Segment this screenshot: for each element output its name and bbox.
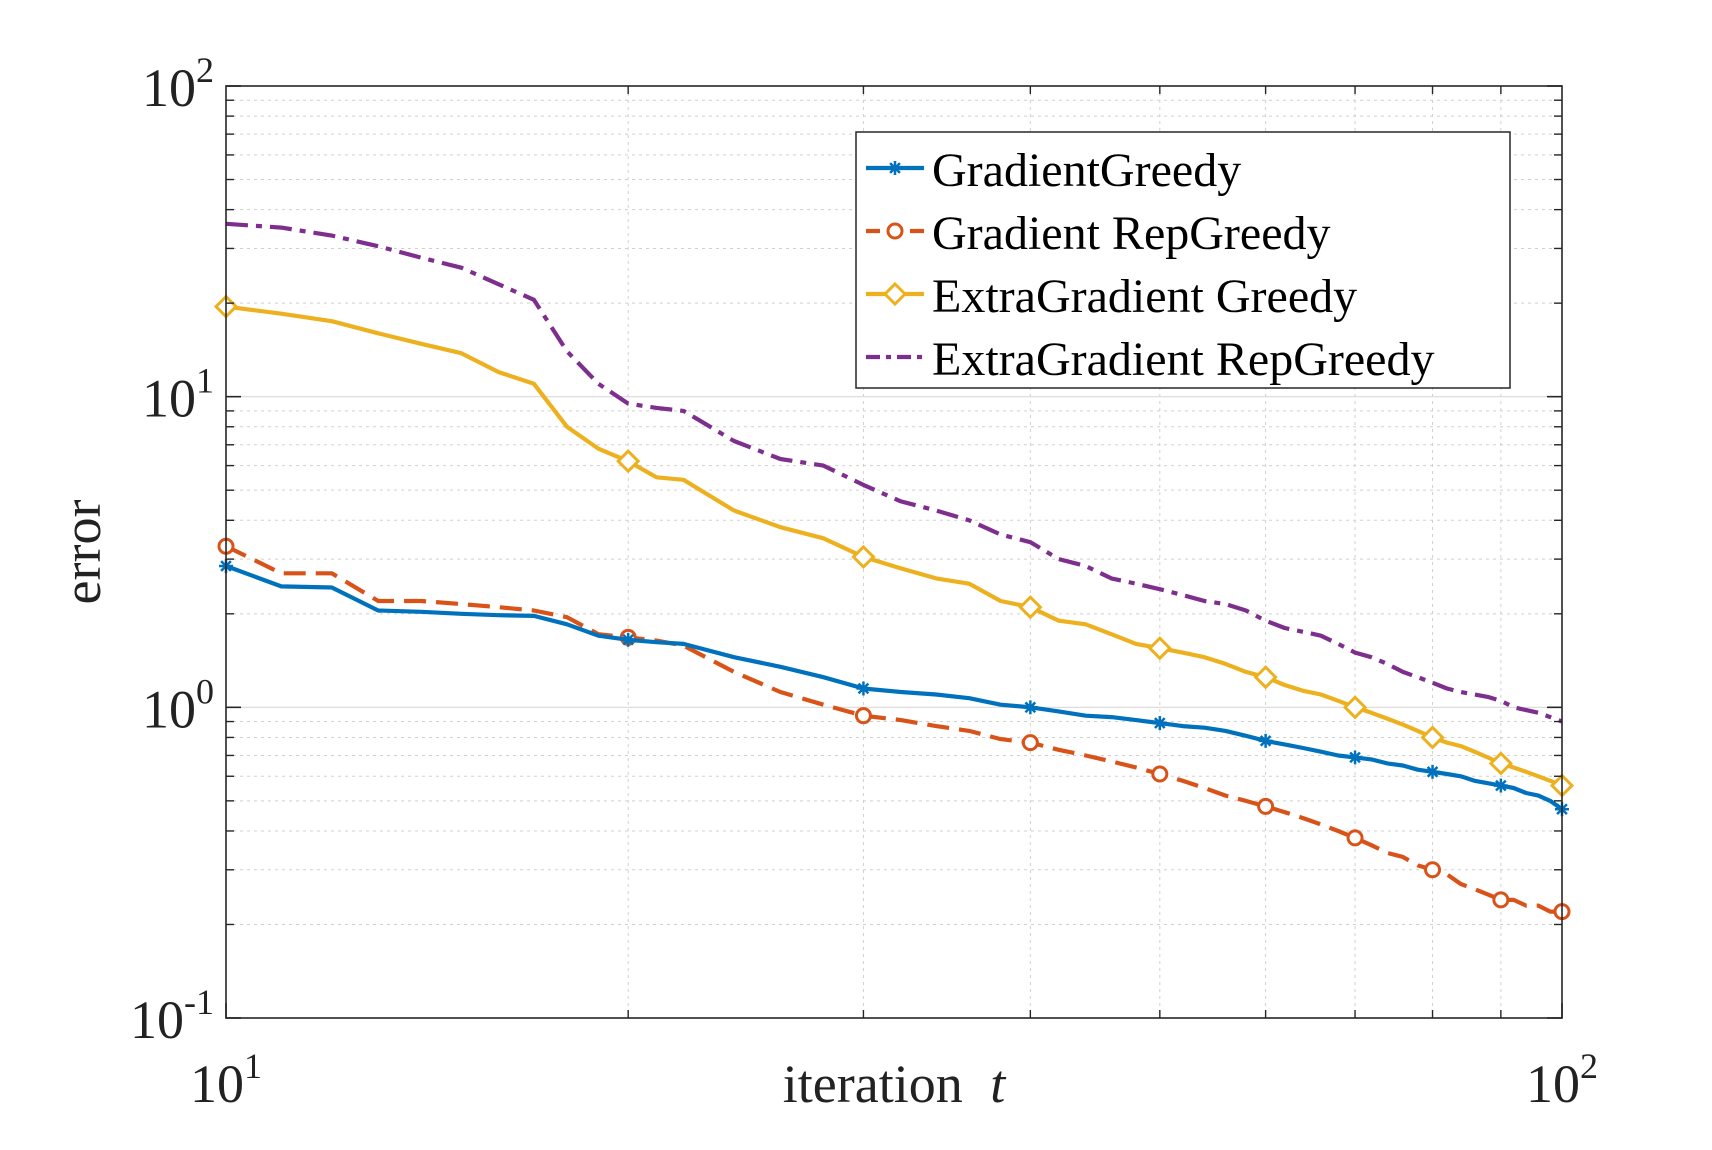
y-tick-label-exponent: 2: [196, 50, 214, 90]
data-point-extragradient-greedy: [1342, 695, 1368, 720]
y-tick-label-exponent: 1: [196, 361, 214, 401]
x-tick-label-base: 10: [190, 1054, 244, 1114]
y-tick-label: 101: [142, 361, 214, 429]
data-point-gradient-repgreedy: [1021, 734, 1039, 752]
data-point-gradient-repgreedy: [1257, 797, 1275, 815]
data-point-extragradient-greedy: [1420, 725, 1445, 750]
data-point-gradientgreedy: [621, 632, 636, 647]
legend-label-gradientgreedy: GradientGreedy: [932, 144, 1241, 197]
legend-entry-extragradient-repgreedy: ExtraGradient RepGreedy: [866, 333, 1434, 386]
data-point-gradientgreedy-stroke: [1349, 751, 1361, 764]
series-gradient-repgreedy: [217, 537, 1571, 921]
y-tick-label-exponent: -1: [184, 982, 214, 1022]
series-extragradient-repgreedy: [225, 221, 1563, 724]
series-line-gradientgreedy: [225, 564, 1564, 811]
data-point-gradient-repgreedy: [1346, 829, 1364, 847]
data-point-gradient-repgreedy: [1492, 891, 1510, 909]
x-axis-title-text: iteration: [783, 1054, 963, 1114]
data-point-gradientgreedy: [1425, 764, 1440, 779]
data-point-gradientgreedy: [1023, 700, 1038, 715]
legend-marker-gradient-repgreedy: [886, 222, 904, 240]
series-line-extragradient-repgreedy: [225, 221, 1563, 724]
legend-marker-gradientgreedy: [888, 161, 902, 175]
x-tick-label: 102: [1526, 1046, 1598, 1114]
axis-ticks: [225, 85, 1563, 1019]
y-tick-label: 102: [142, 50, 214, 118]
x-tick-label-base: 10: [1526, 1054, 1580, 1114]
data-point-gradientgreedy-stroke: [857, 682, 870, 695]
major-grid: [226, 396, 1562, 708]
data-point-gradientgreedy-stroke: [1495, 779, 1507, 792]
data-point-extragradient-greedy: [851, 544, 876, 569]
y-tick-label: 100: [142, 671, 214, 739]
data-point-extragradient-greedy: [1253, 665, 1278, 690]
legend-label-extragradient-repgreedy: ExtraGradient RepGreedy: [932, 333, 1434, 386]
y-tick-label-base: 10: [142, 58, 196, 118]
data-point-gradient-repgreedy: [854, 707, 872, 725]
legend-marker-extragradient-greedy: [882, 281, 908, 307]
legend-box: [855, 131, 1511, 389]
legend-entry-gradient-repgreedy: Gradient RepGreedy: [866, 207, 1331, 260]
legend-label-gradient-repgreedy: Gradient RepGreedy: [932, 207, 1331, 260]
data-point-extragradient-greedy: [1488, 751, 1513, 776]
data-point-gradient-repgreedy: [1151, 765, 1169, 783]
data-point-gradient-repgreedy: [1424, 861, 1442, 879]
data-point-gradientgreedy-stroke: [1024, 701, 1037, 714]
plot-area-frame: [225, 85, 1563, 1019]
series-line-gradient-repgreedy: [225, 544, 1562, 914]
x-axis-title: iteration t: [783, 1054, 1007, 1114]
x-tick-label: 101: [190, 1046, 262, 1114]
data-point-extragradient-greedy: [1018, 595, 1043, 620]
series-extragradient-greedy: [213, 294, 1575, 798]
legend: GradientGreedy Gradient RepGreedy ExtraGra…: [855, 131, 1511, 389]
series-layer: [213, 221, 1575, 921]
legend-entry-extragradient-greedy: ExtraGradient Greedy: [866, 270, 1357, 323]
y-tick-label-exponent: 0: [196, 671, 214, 711]
x-tick-label-exponent: 2: [1580, 1046, 1598, 1086]
data-point-gradientgreedy-stroke: [1154, 717, 1166, 729]
y-tick-label-base: 10: [130, 990, 184, 1050]
data-point-gradientgreedy: [1493, 778, 1508, 793]
y-tick-label: 10-1: [130, 982, 214, 1050]
data-point-gradientgreedy: [856, 681, 871, 696]
y-axis-title: error: [52, 500, 112, 605]
data-point-extragradient-greedy: [616, 449, 641, 474]
y-tick-label-base: 10: [142, 679, 196, 739]
data-point-gradientgreedy-stroke: [622, 633, 634, 646]
legend-label-extragradient-greedy: ExtraGradient Greedy: [932, 270, 1357, 323]
x-tick-label-exponent: 1: [244, 1046, 262, 1086]
legend-items: GradientGreedy Gradient RepGreedy ExtraGra…: [866, 144, 1434, 386]
data-point-gradientgreedy: [1152, 716, 1167, 731]
data-point-gradientgreedy-stroke: [1259, 735, 1272, 747]
data-point-gradientgreedy: [1348, 750, 1363, 765]
data-point-gradientgreedy-stroke: [1426, 766, 1439, 778]
x-axis-title-variable: t: [990, 1054, 1007, 1114]
legend-marker-gradientgreedy-stroke: [889, 162, 901, 174]
data-point-gradientgreedy: [1258, 733, 1273, 748]
series-line-extragradient-greedy: [225, 304, 1563, 788]
data-point-extragradient-greedy: [1147, 636, 1172, 661]
legend-entry-gradientgreedy: GradientGreedy: [866, 144, 1241, 197]
y-tick-label-base: 10: [142, 369, 196, 429]
